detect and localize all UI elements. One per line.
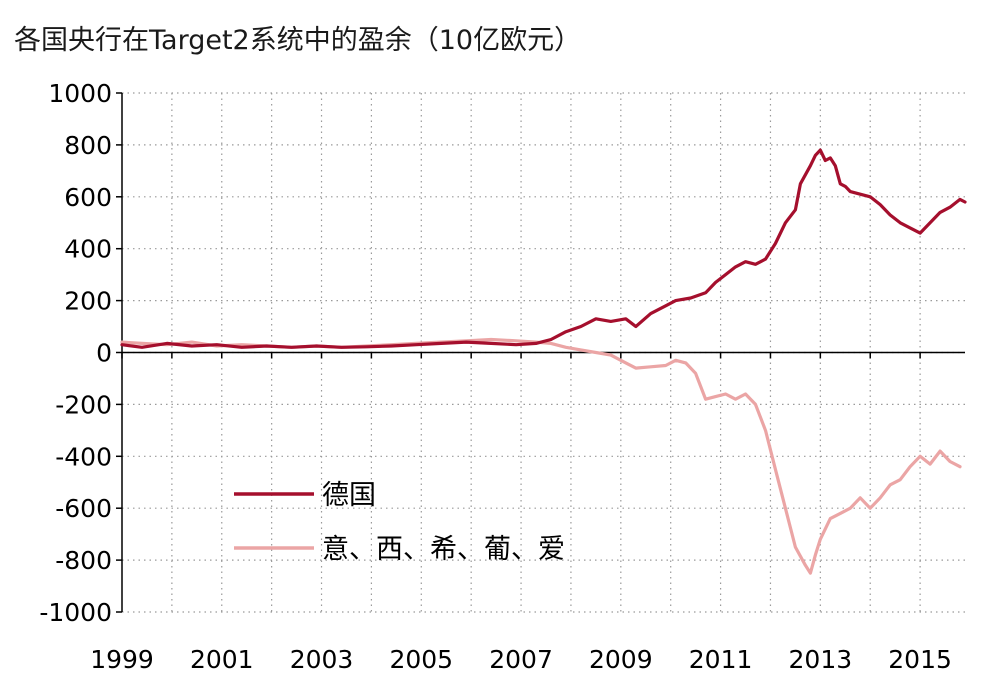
y-tick-label: -200 (55, 390, 112, 419)
y-tick-label: -1000 (39, 598, 112, 627)
x-tick-label: 1999 (90, 645, 154, 674)
x-tick-label: 2009 (589, 645, 653, 674)
series-line-0 (120, 148, 967, 349)
y-tick-label: 200 (64, 287, 112, 316)
y-tick-label: -600 (55, 494, 112, 523)
legend-label-0: 德国 (322, 480, 376, 511)
y-tick-label: -400 (55, 442, 112, 471)
x-tick-label: 2001 (190, 645, 254, 674)
x-tick-label: 2013 (789, 645, 853, 674)
x-tick-label: 2003 (290, 645, 354, 674)
legend-label-1: 意、西、希、葡、爱 (322, 534, 565, 565)
series-lines (120, 148, 967, 575)
y-tick-label: -800 (55, 546, 112, 575)
axes: 1000 800 600 400 200 0 -200 -400 -600 -800 -1000 19… (39, 79, 965, 674)
x-tick-label: 2007 (489, 645, 553, 674)
y-tick-label: 600 (64, 183, 112, 212)
legend: 德国意、西、希、葡、爱 (234, 480, 565, 565)
x-tick-label: 2011 (689, 645, 753, 674)
y-tick-label: 1000 (48, 79, 112, 108)
y-tick-label: 400 (64, 235, 112, 264)
x-tick-label: 2015 (888, 645, 952, 674)
x-tick-label: 2005 (389, 645, 453, 674)
y-tick-label: 0 (96, 339, 112, 368)
y-tick-label: 800 (64, 131, 112, 160)
chart-title: 各国央行在Target2系统中的盈余（10亿欧元） (14, 25, 582, 56)
